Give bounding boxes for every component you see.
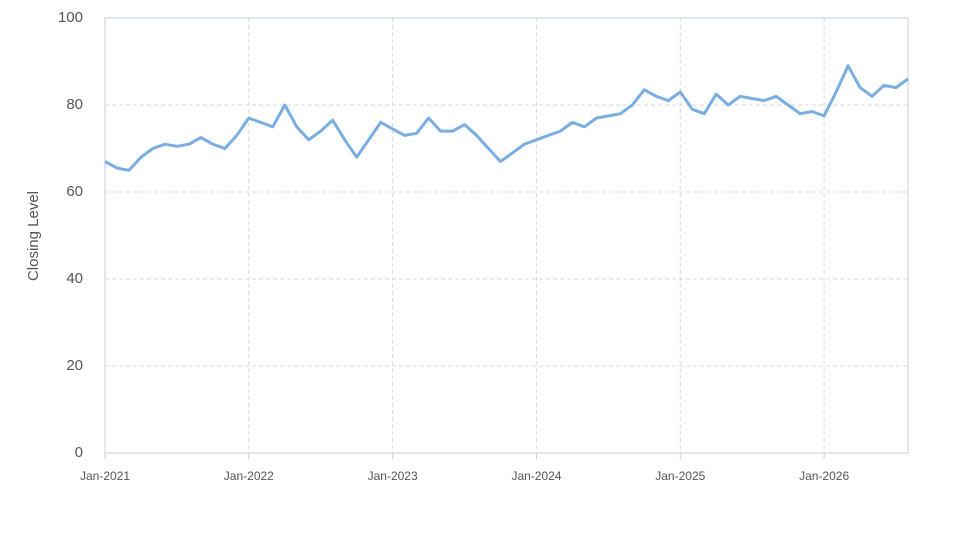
line-series <box>104 64 909 172</box>
x-tick-label: Jan-2021 <box>80 469 130 483</box>
plot-border <box>104 17 909 454</box>
y-tick-label: 100 <box>58 9 83 26</box>
y-tick-label: 20 <box>66 357 83 374</box>
y-tick-label: 60 <box>66 183 83 200</box>
y-tick-label: 40 <box>66 270 83 287</box>
x-tick-label: Jan-2024 <box>511 469 561 483</box>
x-tick-label: Jan-2026 <box>799 469 849 483</box>
y-tick-label: 80 <box>66 96 83 113</box>
y-axis-label: Closing Level <box>25 191 42 281</box>
x-tick-label: Jan-2023 <box>368 469 418 483</box>
x-tick-label: Jan-2022 <box>224 469 274 483</box>
x-tick-label: Jan-2025 <box>655 469 705 483</box>
y-tick-label: 0 <box>75 444 83 461</box>
